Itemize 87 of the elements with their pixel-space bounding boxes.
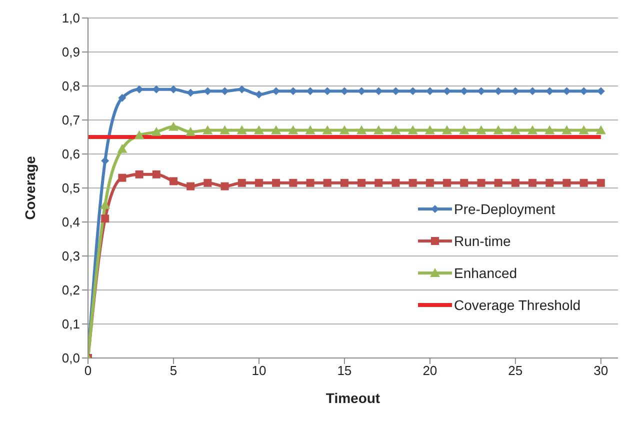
- point: [374, 125, 384, 134]
- point: [101, 156, 110, 165]
- legend-label: Pre-Deployment: [454, 201, 556, 217]
- point: [254, 90, 263, 98]
- point: [546, 178, 554, 187]
- point: [272, 178, 280, 187]
- point: [186, 126, 196, 136]
- point: [442, 125, 452, 134]
- x-tick-label: 10: [252, 363, 266, 378]
- point: [510, 125, 520, 134]
- point: [426, 178, 434, 187]
- point: [424, 125, 435, 134]
- legend-label: Coverage Threshold: [454, 297, 581, 313]
- point: [288, 125, 298, 134]
- point: [254, 178, 263, 187]
- point: [271, 125, 282, 134]
- point: [220, 182, 229, 190]
- x-tick-label: 0: [84, 363, 92, 378]
- point: [493, 125, 504, 134]
- point: [578, 125, 589, 134]
- point: [151, 126, 162, 136]
- point: [460, 178, 468, 187]
- point: [135, 170, 144, 178]
- point: [580, 178, 588, 187]
- point: [254, 125, 264, 134]
- point: [220, 125, 230, 134]
- point: [168, 122, 178, 131]
- point: [408, 125, 418, 134]
- point: [118, 174, 126, 182]
- point: [117, 144, 128, 153]
- point: [511, 178, 520, 187]
- point: [204, 178, 212, 187]
- point: [100, 200, 110, 209]
- y-tick-label: 0,0: [62, 350, 80, 366]
- point: [358, 178, 366, 187]
- y-tick-label: 0,2: [62, 282, 80, 298]
- point: [596, 178, 605, 187]
- y-tick-label: 0,1: [62, 316, 80, 332]
- point: [118, 94, 126, 102]
- x-axis-title: Timeout: [326, 390, 380, 406]
- point: [340, 178, 348, 187]
- point: [476, 125, 486, 134]
- y-axis-title: Coverage: [22, 156, 38, 220]
- point: [238, 178, 246, 187]
- point: [459, 125, 470, 134]
- point: [202, 125, 213, 134]
- y-tick-label: 0,5: [62, 180, 80, 196]
- point: [596, 125, 606, 134]
- point: [169, 177, 178, 186]
- point: [562, 178, 571, 187]
- y-tick-label: 0,6: [62, 146, 80, 162]
- point: [443, 178, 452, 187]
- x-tick-label: 30: [594, 363, 608, 378]
- point: [323, 178, 332, 187]
- y-tick-label: 0,8: [62, 78, 80, 94]
- point: [544, 125, 555, 134]
- y-tick-label: 0,7: [62, 112, 80, 128]
- point: [322, 125, 332, 134]
- legend-label: Run-time: [454, 233, 511, 249]
- point: [152, 170, 160, 178]
- x-tick-label: 5: [170, 363, 178, 378]
- point: [562, 125, 572, 134]
- point: [306, 178, 314, 187]
- point: [289, 178, 298, 187]
- point: [374, 178, 383, 187]
- x-tick-label: 15: [337, 363, 352, 378]
- point: [305, 125, 316, 134]
- point: [528, 178, 537, 187]
- point: [356, 125, 367, 134]
- y-tick-label: 1,0: [62, 10, 80, 26]
- point: [494, 178, 502, 187]
- point: [528, 125, 538, 134]
- point: [390, 125, 401, 134]
- y-tick-label: 0,4: [62, 214, 80, 230]
- legend-label: Enhanced: [454, 265, 518, 281]
- y-tick-label: 0,9: [62, 44, 80, 60]
- x-tick-label: 20: [422, 363, 438, 378]
- point: [134, 130, 144, 140]
- point: [101, 214, 110, 223]
- point: [339, 125, 350, 134]
- point: [236, 125, 247, 134]
- point: [392, 178, 400, 187]
- point: [408, 178, 417, 187]
- point: [477, 178, 486, 187]
- point: [186, 182, 195, 190]
- y-tick-label: 0,3: [62, 248, 80, 264]
- x-tick-label: 25: [508, 363, 523, 378]
